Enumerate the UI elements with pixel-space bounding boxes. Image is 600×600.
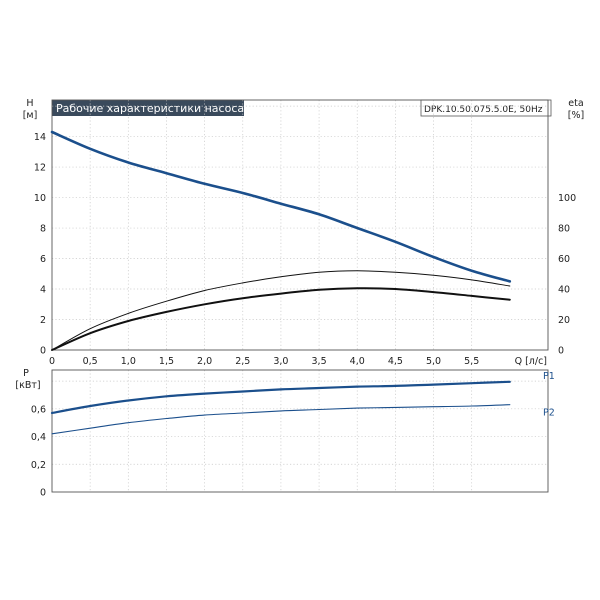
top-frame [51,99,549,351]
bottom-ytick-label: 0,6 [31,404,46,415]
chart-title: Рабочие характеристики насоса [56,102,244,115]
series-p2-label: P2 [543,408,555,419]
series-p1-label: P1 [543,371,555,382]
top-xtick-label: 2,0 [197,356,212,367]
top-ytick-label: 12 [34,163,46,174]
series-p1-curve [50,380,511,415]
bottom-ytick-label: 0 [40,488,46,499]
top-xtick-label: 3,5 [312,356,327,367]
series-eta-upper-curve [51,270,511,351]
top-xtick-label: 4,5 [388,356,403,367]
top-xlabel: Q [л/с] [515,356,547,367]
top-xtick-label: 0 [49,356,55,367]
power-panel: 0 0,2 0,4 0,6 P[кВт] P1 P2 [15,368,554,499]
bottom-ylabel-unit: [кВт] [15,380,40,391]
top-ytick-label: 2 [40,315,46,326]
top-ytick-label: 14 [34,132,46,143]
top-xtick-label: 1,0 [121,356,136,367]
top-ytick-label: 10 [34,193,46,204]
series-eta-curve [51,287,511,351]
top-ylabel-unit: [м] [23,110,38,121]
top-xtick-label: 0,5 [83,356,98,367]
title-box [52,100,244,116]
top-y2tick-label: 40 [558,285,570,296]
top-y2label-unit: [%] [568,110,584,121]
top-y2tick-label: 60 [558,254,570,265]
top-y2tick-label: 80 [558,224,570,235]
top-xtick-label: 4,0 [350,356,365,367]
head-efficiency-panel: 0 2 4 6 8 10 12 14 0 20 40 60 80 100 0 0,5 1,0 1,5 2,0 2,5 3… [23,98,585,367]
top-ytick-label: 8 [40,224,46,235]
bottom-ytick-label: 0,4 [31,432,46,443]
top-xtick-label: 5,0 [426,356,441,367]
bottom-ytick-label: 0,2 [31,460,46,471]
model-label: DPK.10.50.075.5.0E, 50Hz [424,105,543,115]
top-xtick-label: 1,5 [159,356,174,367]
top-ytick-label: 0 [40,346,46,357]
top-ytick-label: 4 [40,285,46,296]
top-y2tick-label: 100 [558,193,576,204]
series-p2-curve [51,404,511,435]
bottom-frame [51,369,549,493]
top-xtick-label: 5,5 [464,356,479,367]
top-y2tick-label: 0 [558,346,564,357]
top-xtick-label: 2,5 [235,356,250,367]
top-xtick-label: 3,0 [273,356,288,367]
top-y2label: eta [568,98,583,109]
top-y2tick-label: 20 [558,315,570,326]
top-ytick-label: 6 [40,254,46,265]
bottom-ylabel: P [23,368,29,379]
top-ylabel: H [26,98,33,109]
series-h-curve [50,130,512,283]
